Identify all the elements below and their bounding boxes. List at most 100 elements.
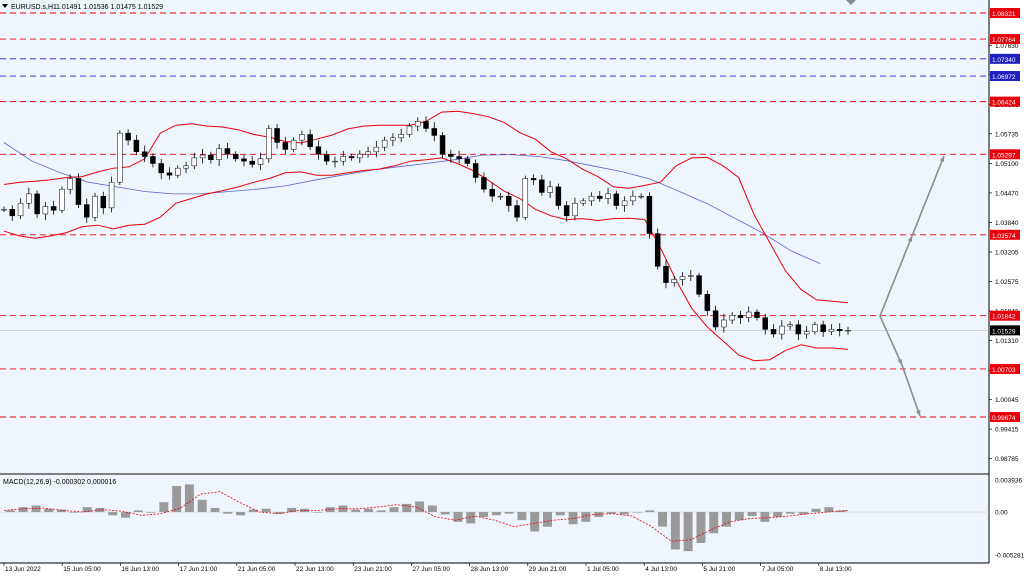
- candle-body: [481, 177, 487, 190]
- macd-histogram-bar: [5, 510, 15, 513]
- candle-body: [638, 195, 644, 198]
- price-candle: [745, 306, 752, 323]
- price-candle: [456, 150, 462, 164]
- price-candle: [679, 272, 686, 286]
- candle-body: [779, 325, 785, 335]
- price-candle: [75, 173, 82, 208]
- candle-body: [50, 206, 57, 211]
- macd-histogram-bar: [82, 507, 92, 513]
- price-candle: [654, 228, 661, 270]
- macd-histogram-bar: [491, 512, 501, 516]
- macd-histogram-bar: [108, 512, 118, 516]
- candle-body: [158, 163, 164, 174]
- candle-body: [125, 132, 131, 141]
- price-candle: [439, 132, 446, 159]
- price-axis-background: [989, 0, 1024, 574]
- price-candle: [84, 198, 90, 223]
- candle-body: [67, 178, 73, 190]
- candle-body: [249, 160, 255, 165]
- macd-histogram-bar: [427, 505, 437, 513]
- candle-body: [274, 128, 280, 143]
- level-price-label: 1.03574: [992, 233, 1016, 240]
- macd-histogram-bar: [619, 512, 629, 515]
- candle-body: [9, 209, 16, 217]
- price-candle: [59, 186, 65, 214]
- candle-body: [472, 163, 479, 178]
- price-candle: [563, 201, 570, 222]
- price-candle: [696, 272, 702, 298]
- candle-body: [654, 233, 661, 267]
- time-tick-label: 27 Jun 05:00: [412, 566, 450, 573]
- level-price-tag: [990, 53, 1020, 64]
- macd-histogram-bar: [594, 512, 604, 517]
- current-price-tag: [990, 325, 1020, 336]
- candle-body: [332, 160, 338, 163]
- price-candle: [630, 190, 636, 206]
- price-candle: [67, 174, 73, 195]
- price-candle: [481, 172, 487, 193]
- macd-histogram-bar: [184, 484, 194, 513]
- level-price-label: 1.05297: [992, 152, 1016, 159]
- price-candle: [506, 191, 512, 212]
- price-candle: [315, 140, 322, 160]
- time-tick-label: 1 Jul 05:00: [587, 566, 619, 573]
- forecast-arrow-up-1-head: [907, 236, 913, 242]
- level-price-tag: [990, 149, 1020, 160]
- candle-body: [497, 195, 504, 198]
- macd-histogram-bar: [223, 512, 233, 514]
- time-tick-label: 21 Jun 05:00: [238, 566, 276, 573]
- candle-body: [522, 178, 529, 218]
- price-candle: [299, 130, 305, 146]
- price-candle: [770, 324, 777, 338]
- level-price-label: 1.07764: [992, 37, 1016, 44]
- candle-body: [257, 158, 264, 165]
- price-candle: [348, 153, 355, 161]
- macd-tick-label: 0.00: [995, 510, 1008, 517]
- candle-body: [439, 135, 446, 155]
- symbol-label: EURUSD.s,H1: [11, 4, 57, 11]
- price-candle: [729, 311, 735, 324]
- candle-body: [621, 200, 628, 206]
- candle-body: [588, 195, 595, 202]
- candle-body: [150, 156, 156, 164]
- price-candle: [398, 128, 404, 143]
- price-candle: [464, 156, 471, 167]
- price-candle: [820, 320, 826, 337]
- candle-body: [199, 154, 206, 159]
- price-candle: [390, 133, 396, 147]
- macd-histogram-bar: [402, 503, 412, 513]
- macd-histogram-bar: [606, 512, 616, 514]
- macd-histogram-bar: [440, 512, 450, 515]
- level-price-tag: [990, 34, 1020, 45]
- candle-body: [398, 134, 404, 139]
- macd-histogram-bar: [837, 510, 847, 513]
- macd-histogram-bar: [658, 512, 668, 527]
- candle-body: [613, 193, 620, 206]
- candle-body: [133, 139, 140, 153]
- macd-histogram-bar: [210, 507, 220, 513]
- time-tick-label: 4 Jul 13:00: [645, 566, 677, 573]
- price-candle: [671, 275, 677, 287]
- price-candle: [621, 196, 628, 212]
- price-candle: [613, 190, 620, 210]
- price-candle: [307, 129, 313, 151]
- candle-body: [547, 186, 553, 193]
- macd-histogram-bar: [798, 512, 808, 515]
- candle-body: [762, 317, 768, 330]
- scroll-marker-icon[interactable]: [846, 0, 856, 5]
- macd-histogram-bar: [824, 507, 834, 513]
- macd-histogram-bar: [581, 512, 591, 522]
- price-candle: [150, 153, 156, 168]
- macd-histogram-bar: [121, 512, 130, 518]
- candle-body: [737, 315, 744, 318]
- price-candle: [737, 310, 744, 324]
- bollinger-lower-band: [3, 157, 849, 362]
- symbol-dropdown-icon[interactable]: [2, 4, 8, 8]
- level-price-tag: [990, 363, 1020, 374]
- current-price-label: 1.01529: [992, 328, 1016, 335]
- price-candle: [539, 174, 545, 196]
- price-candle: [332, 156, 338, 168]
- price-candle: [50, 200, 57, 215]
